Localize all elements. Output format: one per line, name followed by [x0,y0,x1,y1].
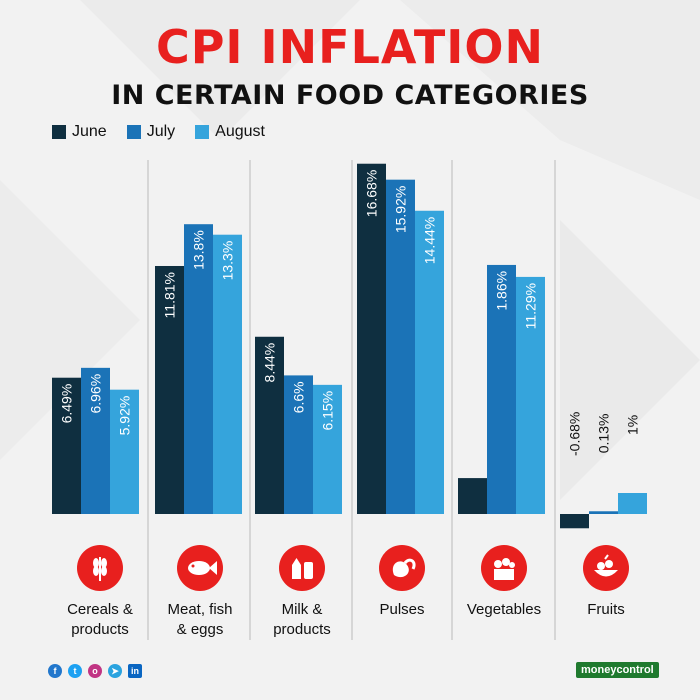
bar-july-4 [487,264,516,514]
bar-august-3 [415,210,444,514]
milk-icon [279,545,325,591]
chart-subtitle: IN CERTAIN FOOD CATEGORIES [111,80,589,111]
legend: June July August [52,123,265,141]
linkedin-icon[interactable]: in [128,664,142,678]
bar-august-2 [313,384,342,514]
category-label-3: Pulses [379,601,425,618]
bar-june-4 [458,478,487,514]
vegetables-icon [481,545,527,591]
legend-item-july: July [126,123,176,141]
data-label-august-1: 13.3% [220,241,236,281]
legend-item-august: August [195,123,265,141]
bar-august-1 [213,234,242,514]
twitter-icon[interactable]: t [68,664,82,678]
social-links: f t o ➤ in [48,664,142,678]
data-label-june-0: 6.49% [59,384,75,424]
data-label-june-3: 16.68% [364,170,380,217]
data-label-july-5: 0.13% [596,414,612,454]
bar-august-4 [516,276,545,514]
data-label-june-2: 8.44% [262,343,278,383]
legend-label-july: July [146,123,176,140]
chart-title: CPI INFLATION [155,20,545,74]
data-label-july-3: 15.92% [393,186,409,233]
legend-item-june: June [52,123,107,141]
bar-june-3 [357,163,386,514]
data-label-july-2: 6.6% [291,381,307,413]
category-label-5: Fruits [587,601,625,618]
bar-july-5 [589,511,618,514]
data-label-july-4: 1.86% [494,271,510,311]
bar-july-3 [386,179,415,514]
pulses-icon [379,545,425,591]
data-label-june-1: 11.81% [162,272,178,318]
legend-swatch-june [52,125,66,139]
legend-label-august: August [215,123,265,140]
data-label-june-5: -0.68% [567,412,583,456]
bar-june-5 [560,514,589,529]
wheat-icon [77,545,123,591]
instagram-icon[interactable]: o [88,664,102,678]
legend-swatch-august [195,125,210,139]
data-label-july-1: 13.8% [191,230,207,270]
bar-august-0 [110,389,139,514]
data-label-august-2: 6.15% [320,391,336,431]
bar-june-2 [255,336,284,514]
brand-logo: moneycontrol [576,662,659,678]
data-label-august-4: 11.29% [523,283,539,329]
category-label-4: Vegetables [466,601,542,618]
fish-icon [177,545,223,591]
telegram-icon[interactable]: ➤ [108,664,122,678]
fruits-icon [583,545,629,591]
bar-june-0 [52,377,81,514]
facebook-icon[interactable]: f [48,664,62,678]
data-label-august-3: 14.44% [422,217,438,264]
legend-label-june: June [72,123,107,140]
bar-july-0 [81,367,110,514]
bar-july-2 [284,375,313,514]
category-label-1: Meat, fish & eggs [167,601,233,638]
category-label-2: Milk & products [273,601,331,638]
data-label-august-5: 1% [625,415,641,435]
data-label-august-0: 5.92% [117,396,133,436]
data-label-july-0: 6.96% [88,374,104,414]
bar-july-1 [184,224,213,514]
category-label-0: Cereals & products [67,601,133,638]
legend-swatch-july [126,125,141,139]
bar-june-1 [155,265,184,514]
bar-august-5 [618,493,647,514]
